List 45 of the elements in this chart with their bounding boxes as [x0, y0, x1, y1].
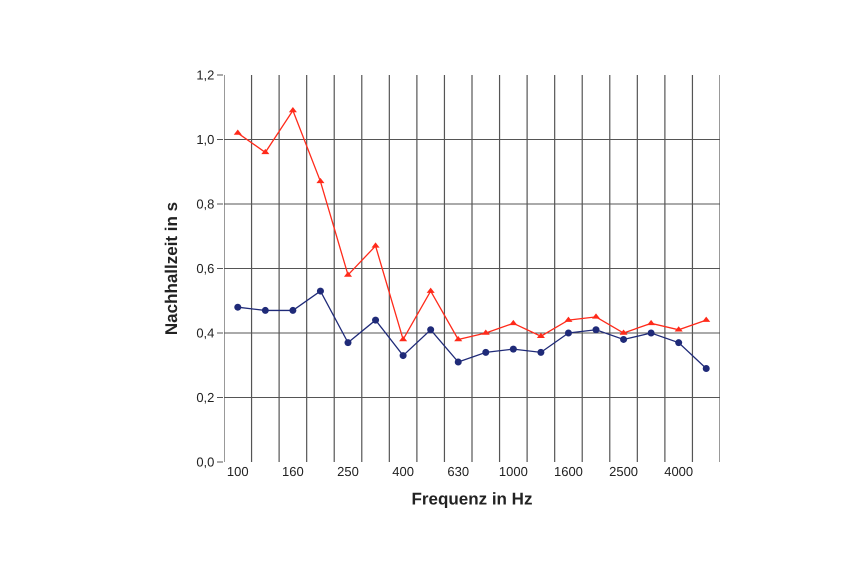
- x-tick-label: 160: [282, 464, 304, 479]
- x-tick-label: 1600: [554, 464, 583, 479]
- x-tick-label: 1000: [498, 464, 528, 479]
- point: [289, 306, 296, 314]
- point: [564, 330, 572, 336]
- x-axis-title: Frequenz in Hz: [412, 489, 532, 508]
- point: [316, 178, 324, 184]
- y-axis-title: Nachhallzeit in s: [162, 202, 181, 336]
- y-tick-label: 0,6: [196, 261, 214, 276]
- x-tick-label: 4000: [664, 464, 694, 479]
- point: [647, 320, 656, 326]
- y-tick-label: 0,2: [196, 390, 214, 406]
- point: [537, 348, 544, 356]
- point: [454, 358, 462, 366]
- y-tick-label: 0,8: [196, 196, 214, 212]
- x-tick-label: 250: [337, 464, 359, 479]
- x-tick-label: 400: [392, 464, 414, 479]
- point: [427, 326, 434, 334]
- y-tick-label: 0,4: [196, 326, 214, 341]
- x-tick-label: 630: [447, 464, 470, 479]
- point: [234, 304, 242, 311]
- point: [648, 330, 655, 336]
- point: [509, 320, 518, 326]
- point: [262, 306, 269, 314]
- point: [372, 242, 380, 248]
- point: [620, 336, 628, 343]
- point: [592, 326, 600, 334]
- point: [261, 148, 270, 154]
- point: [316, 288, 324, 295]
- point: [399, 336, 408, 342]
- x-tick-label: 2500: [609, 464, 638, 479]
- y-tick-label: 0,0: [196, 454, 214, 470]
- point: [288, 106, 297, 112]
- point: [454, 336, 462, 342]
- point: [674, 326, 683, 332]
- y-tick-label: 1,2: [196, 68, 214, 83]
- x-tick-label: 100: [226, 464, 249, 479]
- point: [702, 364, 710, 372]
- y-tick-label: 1,0: [196, 132, 214, 148]
- point: [400, 352, 407, 360]
- point: [344, 339, 352, 346]
- point: [482, 348, 490, 356]
- point: [372, 316, 380, 324]
- point: [675, 339, 682, 346]
- point: [510, 346, 517, 353]
